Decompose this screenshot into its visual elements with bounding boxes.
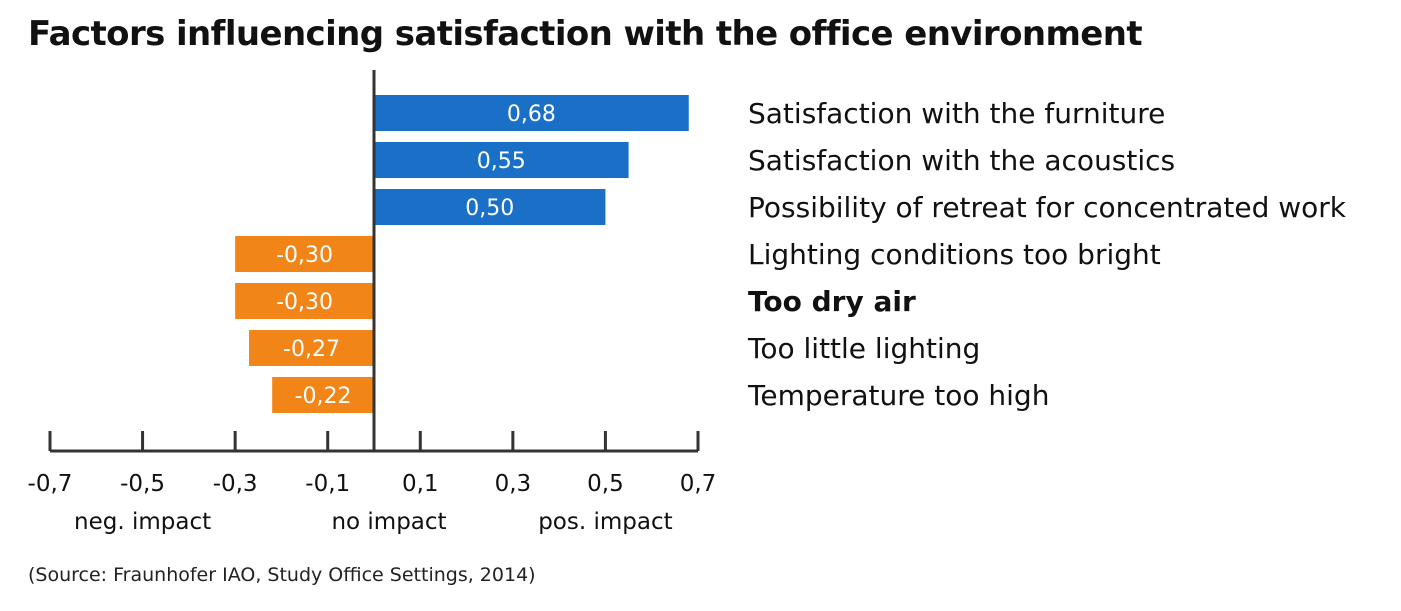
bar-value-label: 0,50 xyxy=(465,196,514,221)
x-tick-label: 0,1 xyxy=(402,471,439,497)
x-tick-label: 0,5 xyxy=(587,471,624,497)
bar-value-label: -0,30 xyxy=(276,243,333,268)
x-tick-label: -0,5 xyxy=(120,471,165,497)
bar-value-label: 0,68 xyxy=(507,102,556,127)
bar-value-label: -0,30 xyxy=(276,290,333,315)
bar-value-label: -0,27 xyxy=(283,337,340,362)
bar xyxy=(235,283,374,319)
impact-label: no impact xyxy=(331,509,446,535)
x-axis: -0,7 -0,5 -0,3 -0,1 0,1 0,3 0,5 0,7 xyxy=(28,70,717,497)
category-label: Satisfaction with the acoustics xyxy=(748,144,1175,177)
category-labels: Satisfaction with the furniture Satisfact… xyxy=(747,97,1347,412)
impact-labels: neg. impact no impact pos. impact xyxy=(74,509,673,535)
bar xyxy=(272,377,374,413)
category-label: Possibility of retreat for concentrated … xyxy=(748,191,1347,224)
x-tick-label: -0,3 xyxy=(213,471,258,497)
x-tick-label: 0,7 xyxy=(680,471,717,497)
bar-value-label: 0,55 xyxy=(477,149,526,174)
category-label: Satisfaction with the furniture xyxy=(748,97,1165,130)
bars-layer xyxy=(235,95,689,413)
bar xyxy=(235,236,374,272)
x-tick-label: -0,1 xyxy=(305,471,350,497)
impact-label: pos. impact xyxy=(538,509,672,535)
bar xyxy=(374,142,629,178)
bar xyxy=(249,330,374,366)
category-label: Lighting conditions too bright xyxy=(748,238,1161,271)
category-label: Too dry air xyxy=(748,285,916,318)
impact-label: neg. impact xyxy=(74,509,211,535)
chart-title: Factors influencing satisfaction with th… xyxy=(28,14,1143,54)
x-tick-label: 0,3 xyxy=(495,471,532,497)
x-tick-label: -0,7 xyxy=(28,471,73,497)
bar xyxy=(374,95,689,131)
bar xyxy=(374,189,606,225)
category-label: Temperature too high xyxy=(747,379,1049,412)
bar-labels-layer: 0,68 0,55 0,50 -0,30 -0,30 -0,27 -0,22 xyxy=(276,102,556,409)
source-note: (Source: Fraunhofer IAO, Study Office Se… xyxy=(28,564,536,586)
category-label: Too little lighting xyxy=(747,332,980,365)
bar-value-label: -0,22 xyxy=(295,384,352,409)
